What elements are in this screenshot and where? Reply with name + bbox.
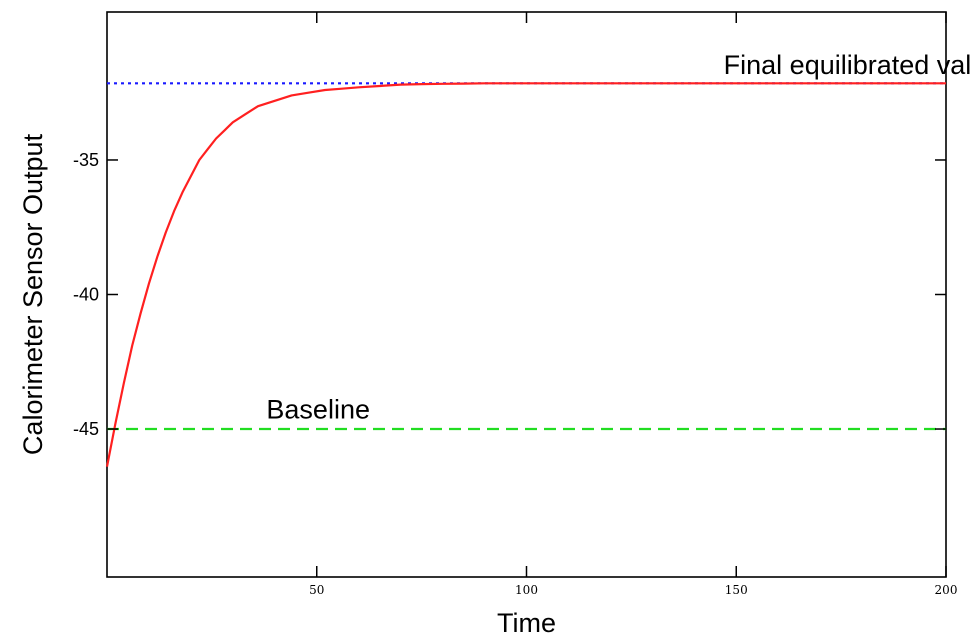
- y-tick-label: -35: [73, 150, 99, 170]
- final-value-annotation: Final equilibrated value: [724, 50, 973, 80]
- x-tick-label: 200: [935, 583, 958, 597]
- x-tick-label: 100: [515, 583, 538, 597]
- sensor-output-series-line: [105, 82, 946, 467]
- plot-frame: [106, 11, 947, 578]
- y-axis-label: Calorimeter Sensor Output: [18, 133, 48, 455]
- x-axis-label: Time: [497, 608, 556, 637]
- x-tick-label: 150: [725, 583, 748, 597]
- y-tick-label: -40: [73, 285, 99, 305]
- y-tick-label: -45: [73, 419, 99, 439]
- tick-layer: 50 100 150 200 -45 -40 -35: [73, 12, 957, 597]
- x-tick-label: 50: [309, 583, 324, 597]
- plot-frame-layer: [106, 11, 947, 578]
- annotation-layer: Final equilibrated value Baseline: [266, 50, 973, 424]
- series-layer: [105, 82, 946, 467]
- baseline-annotation: Baseline: [266, 394, 370, 424]
